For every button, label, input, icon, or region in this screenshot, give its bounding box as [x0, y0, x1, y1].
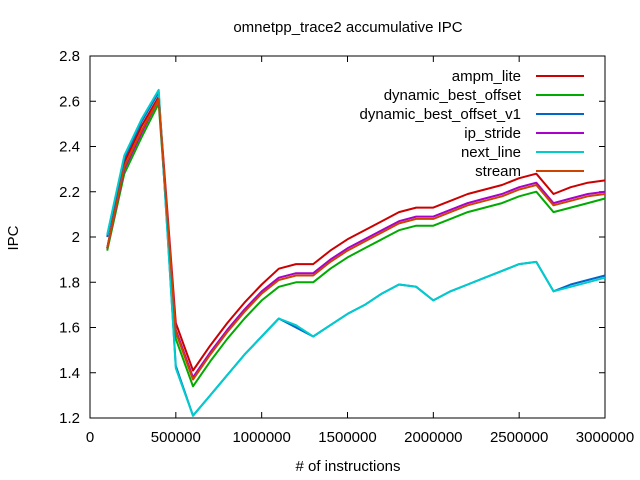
y-tick-label: 1.2 [59, 410, 80, 427]
legend-label-stream: stream [475, 163, 521, 180]
legend-label-dynamic-best-offset-v1: dynamic_best_offset_v1 [360, 106, 522, 123]
y-tick-label: 2 [72, 229, 80, 246]
x-tick-label: 2500000 [490, 429, 548, 446]
series-line-ampm-lite [106, 95, 606, 372]
series-line-ip-stride [106, 98, 606, 379]
series-line-dynamic-best-offset [106, 102, 606, 388]
y-tick-label: 2.2 [59, 184, 80, 201]
x-tick-label: 500000 [151, 429, 201, 446]
y-axis-label: IPC [5, 225, 22, 250]
x-tick-label: 1000000 [232, 429, 290, 446]
x-tick-label: 2000000 [404, 429, 462, 446]
y-tick-label: 2.8 [59, 48, 80, 65]
x-tick-label: 0 [86, 429, 94, 446]
legend-label-next-line: next_line [461, 144, 521, 161]
series-lines [106, 88, 606, 417]
legend-label-ampm-lite: ampm_lite [452, 68, 521, 85]
x-axis: 0 500000 1000000 1500000 2000000 2500000 30000… [86, 56, 634, 446]
legend: ampm_lite dynamic_best_offset dynamic_best… [360, 68, 584, 180]
series-line-stream [106, 98, 606, 381]
y-tick-label: 1.4 [59, 365, 80, 382]
series-line-next-line [106, 88, 606, 417]
y-axis: 1.2 1.4 1.6 1.8 2 2.2 2.4 2.6 2.8 [59, 48, 605, 427]
legend-label-dynamic-best-offset: dynamic_best_offset [384, 87, 522, 104]
chart-title: omnetpp_trace2 accumulative IPC [233, 19, 462, 36]
y-tick-label: 1.6 [59, 320, 80, 337]
y-tick-label: 1.8 [59, 274, 80, 291]
y-tick-label: 2.4 [59, 139, 80, 156]
x-tick-label: 1500000 [318, 429, 376, 446]
y-tick-label: 2.6 [59, 93, 80, 110]
x-tick-label: 3000000 [576, 429, 634, 446]
legend-label-ip-stride: ip_stride [464, 125, 521, 142]
x-axis-label: # of instructions [295, 458, 400, 475]
